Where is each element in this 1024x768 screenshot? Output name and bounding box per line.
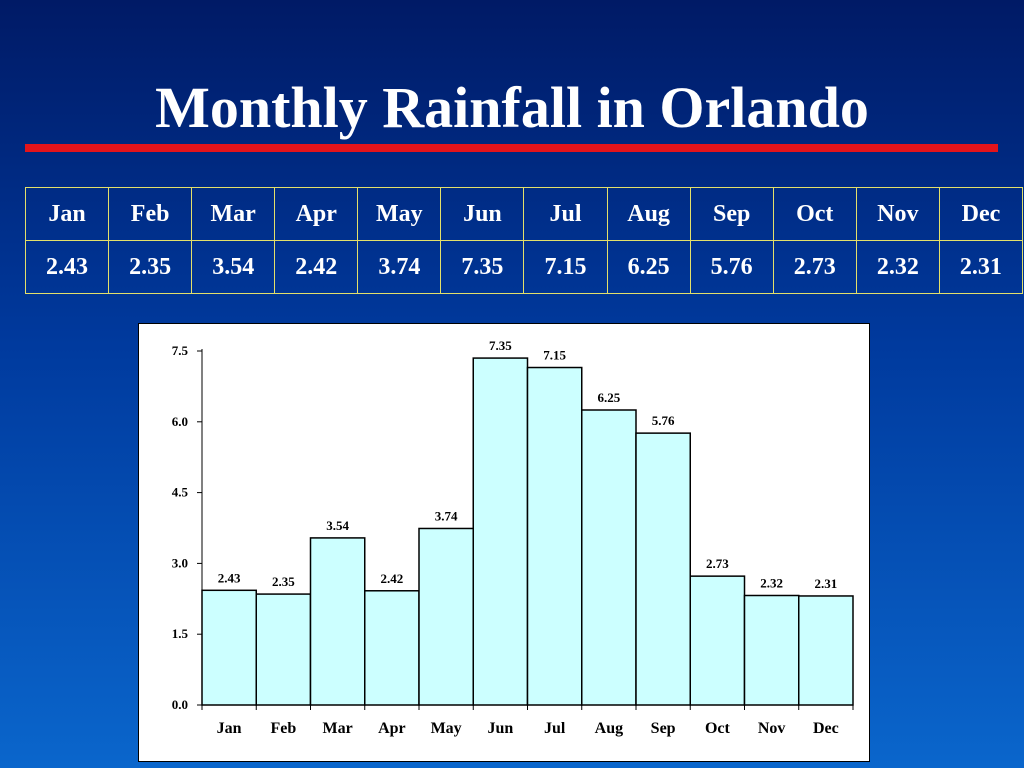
table-value-cell: 3.74: [357, 240, 442, 294]
x-tick-label: Jun: [487, 720, 513, 737]
bar-value-label: 2.31: [815, 576, 838, 591]
x-tick-label: Oct: [705, 720, 731, 737]
x-tick-label: Dec: [813, 720, 839, 737]
x-tick-label: Nov: [758, 720, 786, 737]
bar-value-label: 2.42: [381, 571, 404, 586]
y-tick-label: 6.0: [172, 414, 188, 429]
table-month-cell: Sep: [689, 187, 774, 241]
rainfall-table: Jan Feb Mar Apr May Jun Jul Aug Sep Oct …: [24, 187, 1024, 294]
bar: [255, 593, 312, 706]
table-value-cell: 2.42: [274, 240, 359, 294]
table-value-cell: 5.76: [689, 240, 774, 294]
table-month-cell: May: [357, 187, 442, 241]
table-value-cell: 6.25: [606, 240, 691, 294]
table-month-cell: Feb: [108, 187, 193, 241]
bar: [689, 575, 746, 706]
bar: [581, 409, 637, 706]
table-month-cell: Jul: [523, 187, 608, 241]
bar: [309, 537, 366, 706]
bar: [472, 357, 529, 706]
bar-value-label: 2.43: [218, 570, 241, 585]
y-tick-label: 7.5: [172, 343, 189, 358]
table-value-cell: 2.32: [855, 240, 940, 294]
bar: [201, 589, 257, 706]
bar-value-label: 3.74: [435, 508, 458, 523]
bar-value-label: 7.35: [489, 338, 512, 353]
table-value-cell: 2.35: [108, 240, 193, 294]
x-tick-label: May: [431, 720, 462, 737]
table-month-cell: Jun: [440, 187, 525, 241]
bar-value-label: 7.15: [543, 348, 566, 363]
chart-panel: 0.0 1.5 3.0 4.5 6.0 7.5 2.43 Jan 2.35 Feb 3.54 Mar 2…: [138, 323, 870, 762]
bar: [364, 590, 420, 706]
title-rule: [25, 144, 998, 152]
bar-value-label: 2.32: [760, 575, 783, 590]
table-month-cell: Aug: [606, 187, 691, 241]
table-month-cell: Oct: [772, 187, 857, 241]
table-value-cell: 2.43: [24, 240, 110, 294]
y-tick-label: 0.0: [172, 697, 188, 712]
bar-chart: 0.0 1.5 3.0 4.5 6.0 7.5 2.43 Jan 2.35 Feb 3.54 Mar 2…: [172, 338, 854, 737]
bar-value-label: 3.54: [326, 518, 349, 533]
x-tick-label: Aug: [595, 720, 623, 737]
x-tick-label: Jan: [217, 720, 242, 737]
bar: [526, 366, 583, 706]
y-tick-label: 1.5: [172, 626, 189, 641]
bar-value-label: 2.73: [706, 556, 729, 571]
bar-value-label: 5.76: [652, 413, 675, 428]
bar-value-label: 6.25: [598, 390, 621, 405]
y-tick-label: 3.0: [172, 555, 188, 570]
bar: [743, 594, 800, 706]
table-value-cell: 2.31: [938, 240, 1024, 294]
table-month-cell: Dec: [938, 187, 1024, 241]
bar-value-label: 2.35: [272, 574, 295, 589]
table-value-cell: 7.15: [523, 240, 608, 294]
table-value-cell: 7.35: [440, 240, 525, 294]
table-month-cell: Nov: [855, 187, 940, 241]
table-value-cell: 2.73: [772, 240, 857, 294]
y-tick-label: 4.5: [172, 485, 189, 500]
x-tick-label: Sep: [651, 720, 676, 737]
x-tick-label: Mar: [323, 720, 353, 737]
table-value-row: 2.43 2.35 3.54 2.42 3.74 7.35 7.15 6.25 …: [24, 240, 1024, 294]
bar: [635, 432, 691, 706]
table-value-cell: 3.54: [191, 240, 276, 294]
table-month-cell: Apr: [274, 187, 359, 241]
bar: [798, 595, 854, 706]
x-tick-label: Feb: [270, 720, 296, 737]
table-month-cell: Mar: [191, 187, 276, 241]
bar: [418, 527, 474, 706]
x-tick-label: Jul: [544, 720, 566, 737]
page-title: Monthly Rainfall in Orlando: [155, 75, 869, 140]
table-month-cell: Jan: [24, 187, 110, 241]
table-header-row: Jan Feb Mar Apr May Jun Jul Aug Sep Oct …: [24, 187, 1024, 241]
x-tick-label: Apr: [378, 720, 406, 737]
